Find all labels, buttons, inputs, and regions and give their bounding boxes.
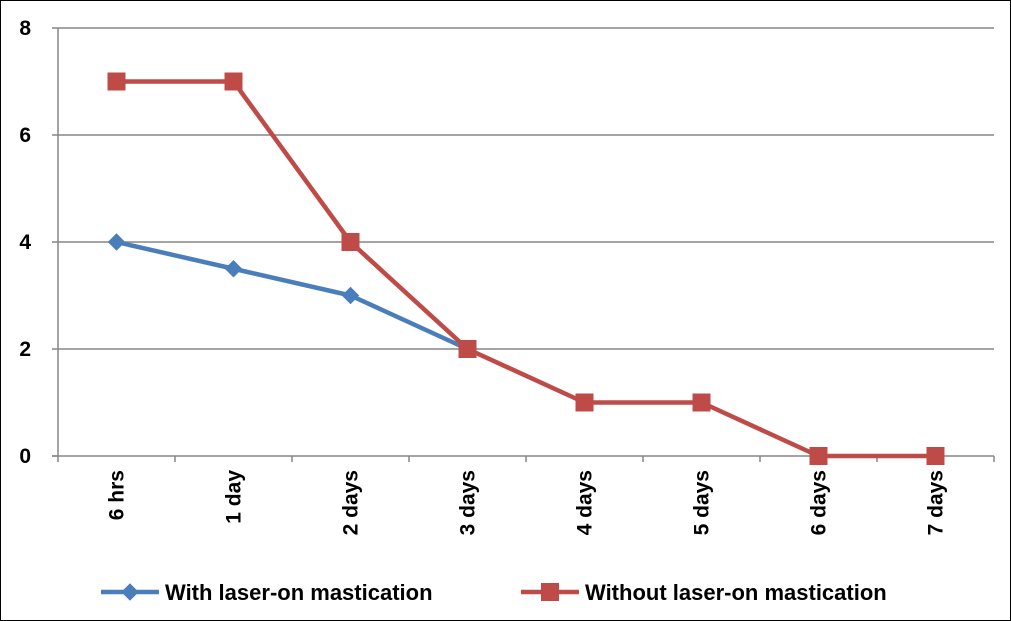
data-point-square	[926, 447, 945, 465]
data-point-square	[692, 393, 711, 412]
y-tick-labels: 0 2 4 6 8	[19, 17, 31, 468]
x-tick-label: 2 days	[340, 470, 363, 535]
x-tick-label: 5 days	[691, 470, 714, 535]
series-line	[115, 239, 469, 352]
series	[107, 72, 945, 465]
x-tick-label: 1 day	[223, 470, 246, 524]
x-tick-labels: 6 hrs 1 day 2 days 3 days 4 days 5 days 6 days…	[106, 470, 948, 536]
data-point-square	[809, 447, 828, 465]
data-point-diamond	[341, 286, 360, 305]
y-tick-label: 4	[19, 231, 31, 254]
legend-label: With laser-on mastication	[165, 580, 433, 605]
data-point-square	[224, 72, 243, 91]
x-tick-label: 6 hrs	[106, 470, 129, 520]
x-tick-label: 6 days	[808, 470, 831, 535]
series-2	[107, 72, 945, 465]
legend: With laser-on mastication Without laser-o…	[101, 580, 887, 605]
y-tick-label: 2	[19, 338, 31, 361]
data-point-square	[575, 393, 594, 412]
legend-item: With laser-on mastication	[101, 580, 433, 605]
x-tick-label: 3 days	[457, 470, 480, 535]
data-point-square	[458, 340, 477, 358]
legend-item: Without laser-on mastication	[521, 580, 887, 605]
x-tick-label: 7 days	[925, 470, 948, 535]
data-point-diamond	[107, 233, 126, 251]
gridlines	[58, 27, 994, 350]
legend-label: Without laser-on mastication	[585, 580, 887, 605]
data-point-diamond	[224, 260, 243, 278]
series-1	[107, 233, 477, 358]
x-tick-label: 4 days	[574, 470, 597, 535]
y-tick-label: 0	[19, 445, 31, 468]
data-point-square	[541, 583, 559, 601]
data-point-square	[107, 72, 126, 91]
y-tick-label: 8	[19, 17, 31, 40]
data-point-square	[341, 233, 360, 251]
y-tick-label: 6	[19, 124, 31, 147]
axes	[52, 27, 995, 462]
data-point-diamond	[121, 583, 139, 601]
series-line	[116, 79, 936, 459]
